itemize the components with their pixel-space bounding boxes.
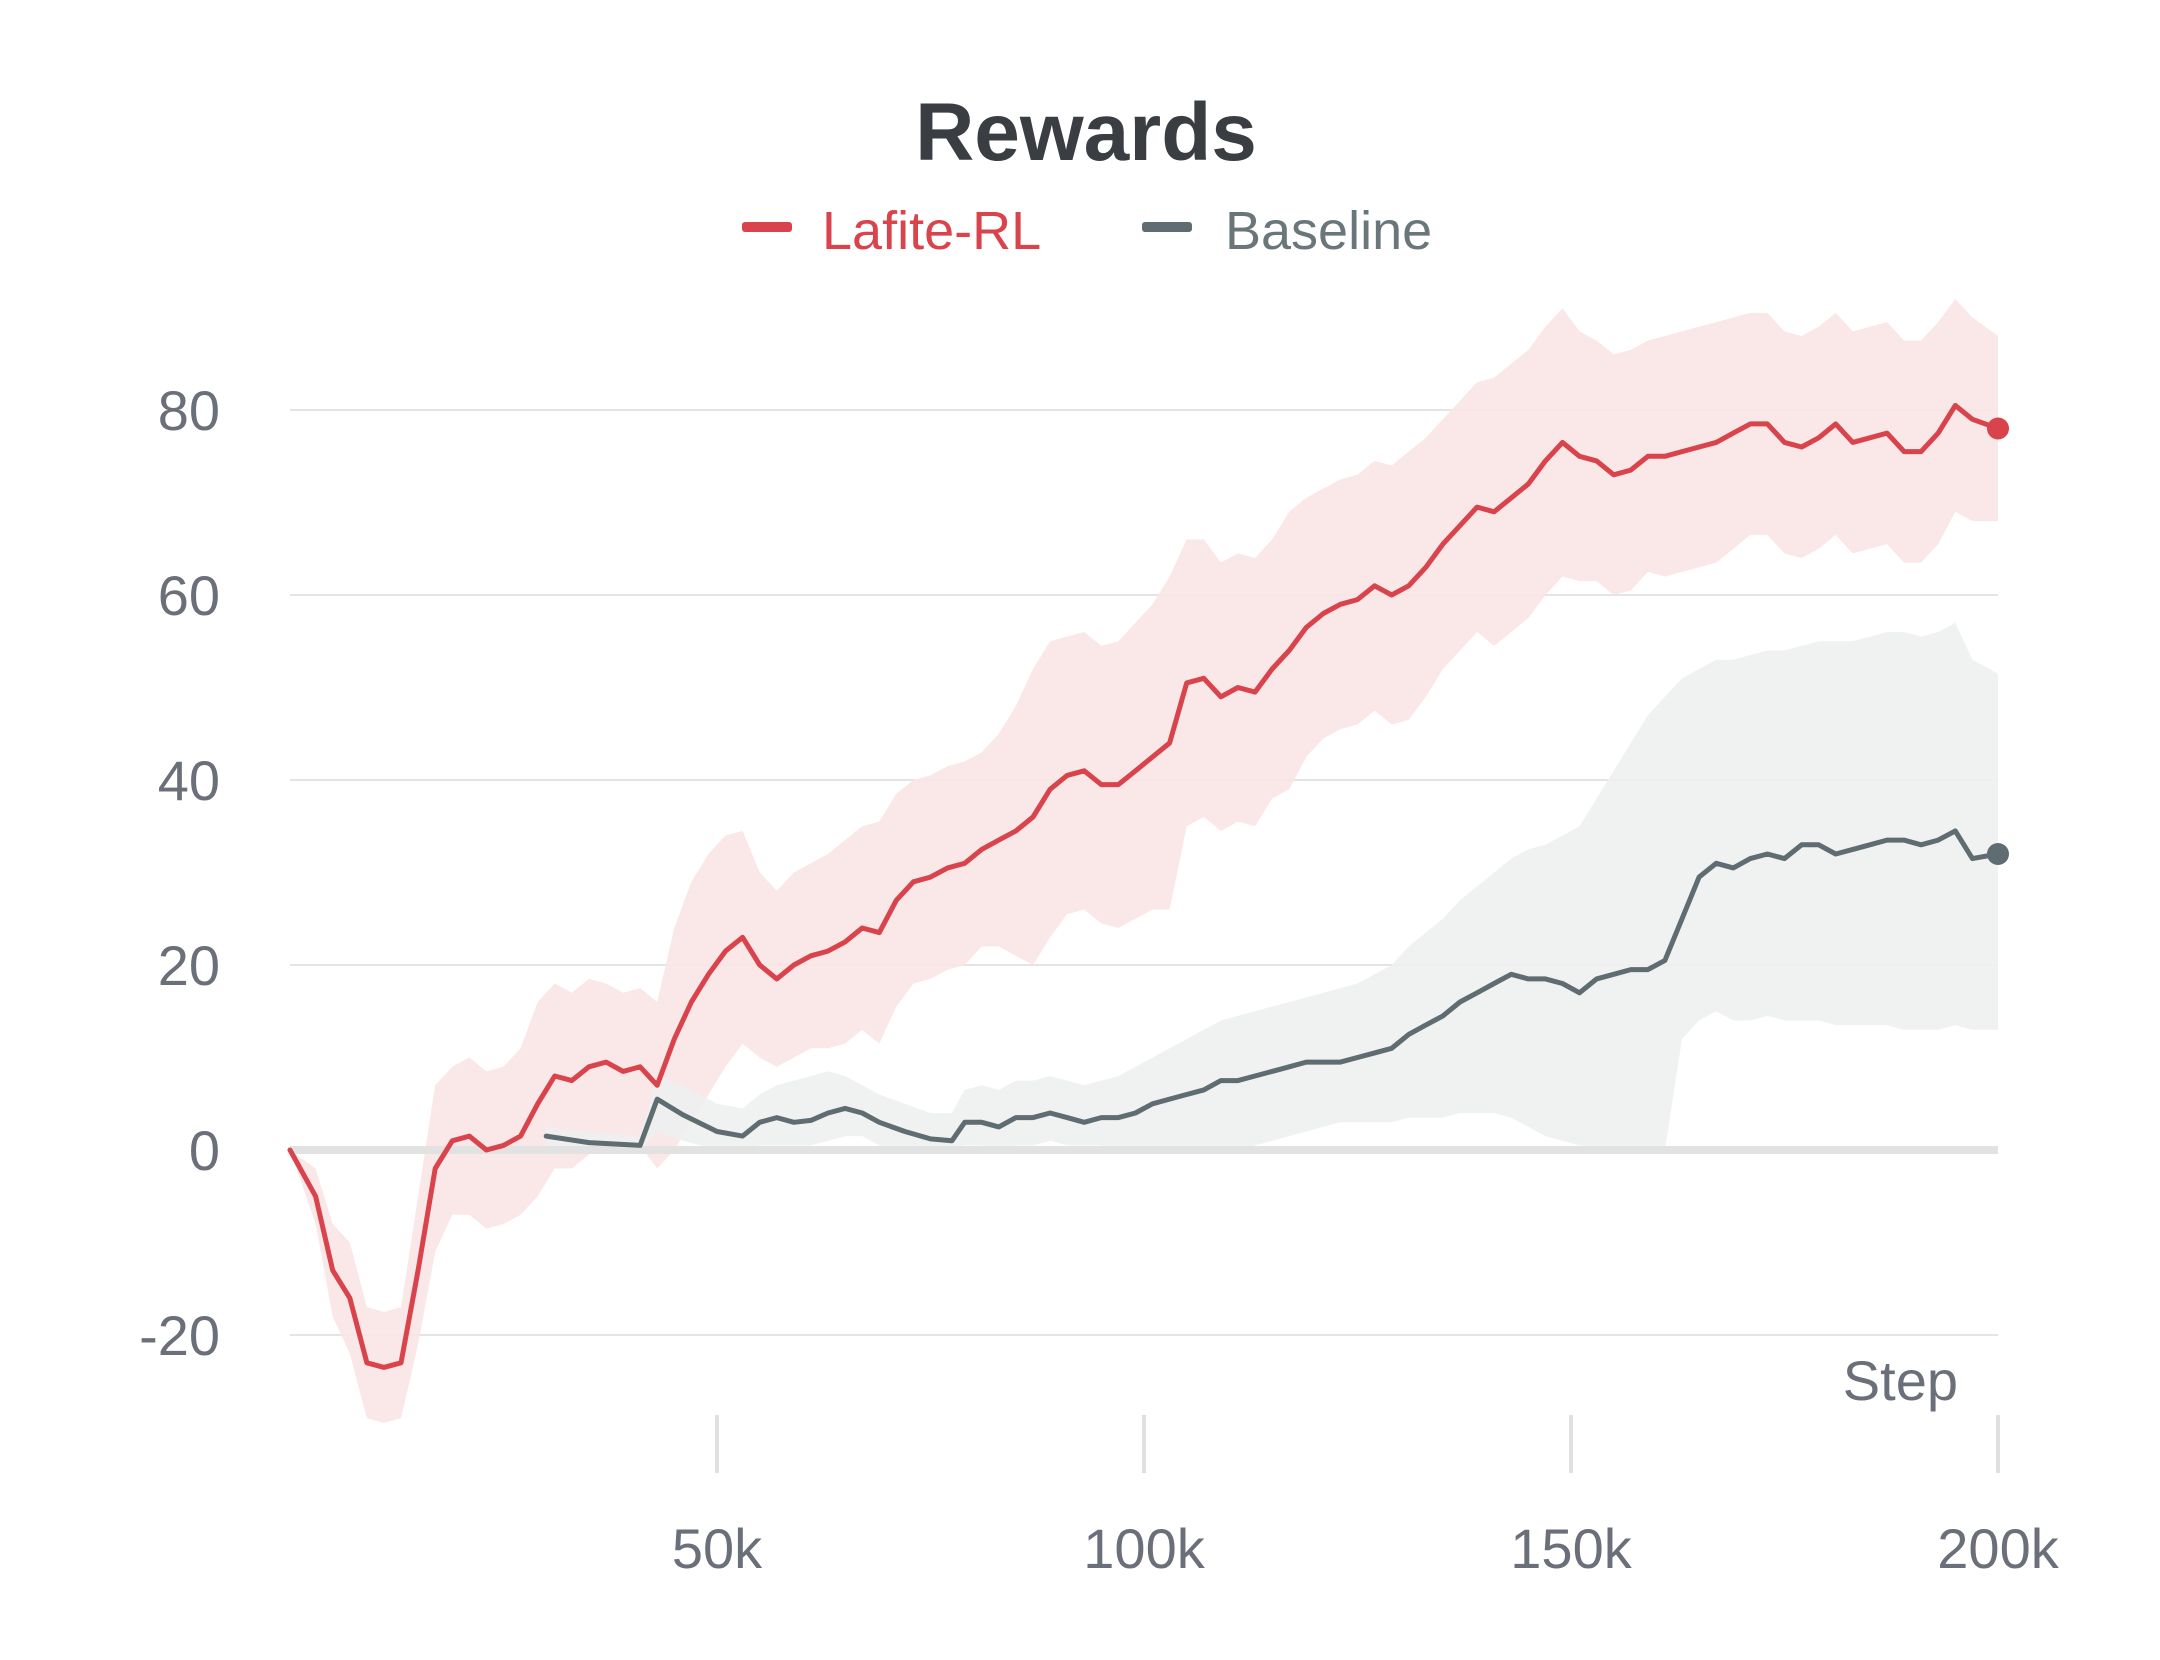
x-axis-label: Step [1843, 1349, 1958, 1412]
y-tick-label: 40 [158, 749, 220, 812]
legend: Lafite-RL Baseline [742, 201, 1432, 261]
chart-title: Rewards [915, 87, 1257, 178]
x-tick-label: 200k [1937, 1517, 2059, 1580]
end-marker-baseline [1987, 843, 2009, 865]
series-lines [287, 402, 2009, 1370]
legend-item-lafite-rl[interactable]: Lafite-RL [742, 201, 1041, 261]
x-tick-label: 150k [1510, 1517, 1632, 1580]
legend-swatch-lafite-rl [742, 222, 792, 232]
y-tick-label: 80 [158, 379, 220, 442]
legend-item-baseline[interactable]: Baseline [1142, 201, 1432, 261]
band-baseline [546, 622, 1999, 1150]
y-tick-label: -20 [139, 1304, 220, 1367]
confidence-bands [290, 299, 1999, 1423]
legend-label-lafite-rl: Lafite-RL [822, 201, 1041, 261]
x-axis-ticks: 50k 100k 150k 200k [672, 1415, 2060, 1580]
end-marker-lafite-rl [1987, 417, 2009, 440]
x-tick-label: 100k [1083, 1517, 1205, 1580]
y-tick-label: 60 [158, 564, 220, 627]
legend-label-baseline: Baseline [1225, 201, 1432, 261]
band-lafite-rl [290, 299, 1998, 1423]
y-axis-ticks: -20 0 20 40 60 80 [139, 379, 220, 1367]
y-tick-label: 0 [189, 1119, 220, 1182]
y-tick-label: 20 [158, 934, 220, 997]
series-line-lafite-rl [287, 402, 2001, 1370]
legend-swatch-baseline [1142, 222, 1192, 232]
series-line-baseline [543, 828, 2001, 1148]
x-tick-label: 50k [672, 1517, 763, 1580]
